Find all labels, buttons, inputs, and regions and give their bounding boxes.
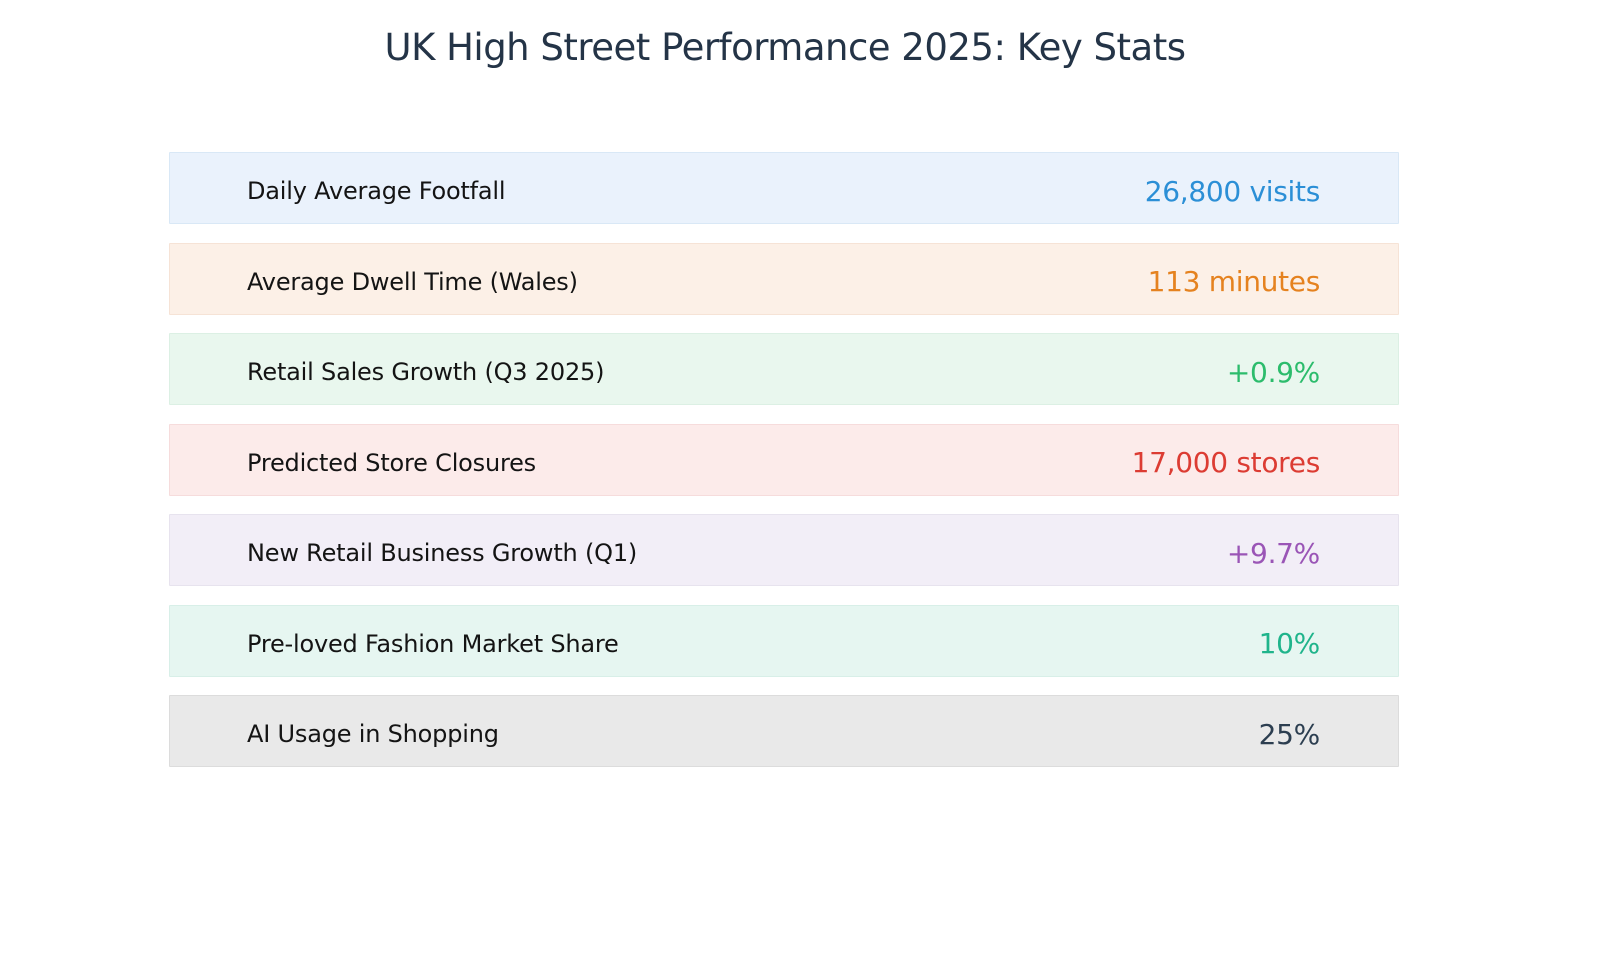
stat-label: Retail Sales Growth (Q3 2025) — [247, 358, 605, 386]
stat-row-store-closures: Predicted Store Closures 17,000 stores — [169, 423, 1399, 496]
stat-value: 17,000 stores — [1131, 446, 1321, 479]
stat-label: AI Usage in Shopping — [247, 720, 499, 748]
stat-row-retail-sales-growth: Retail Sales Growth (Q3 2025) +0.9% — [169, 333, 1399, 405]
stat-label: New Retail Business Growth (Q1) — [247, 539, 638, 567]
stat-row-daily-footfall: Daily Average Footfall 26,800 visits — [169, 152, 1399, 224]
page-title: UK High Street Performance 2025: Key Sta… — [384, 26, 1186, 69]
stat-row-ai-usage: AI Usage in Shopping 25% — [169, 695, 1399, 767]
stat-value: +0.9% — [1226, 355, 1320, 389]
stat-value: 26,800 visits — [1144, 174, 1321, 208]
stat-value: 113 minutes — [1147, 265, 1321, 298]
stat-row-preloved-fashion: Pre-loved Fashion Market Share 10% — [169, 604, 1399, 677]
stat-label: Pre-loved Fashion Market Share — [247, 629, 619, 658]
stats-list: Daily Average Footfall 26,800 visits Ave… — [169, 152, 1399, 786]
stat-value: 10% — [1258, 627, 1321, 660]
stat-label: Predicted Store Closures — [247, 448, 536, 477]
stat-label: Daily Average Footfall — [247, 177, 506, 205]
stat-label: Average Dwell Time (Wales) — [247, 267, 578, 296]
stat-value: +9.7% — [1226, 536, 1320, 570]
stat-row-dwell-time: Average Dwell Time (Wales) 113 minutes — [169, 242, 1399, 315]
stat-row-new-business-growth: New Retail Business Growth (Q1) +9.7% — [169, 514, 1399, 586]
stat-value: 25% — [1258, 717, 1321, 751]
